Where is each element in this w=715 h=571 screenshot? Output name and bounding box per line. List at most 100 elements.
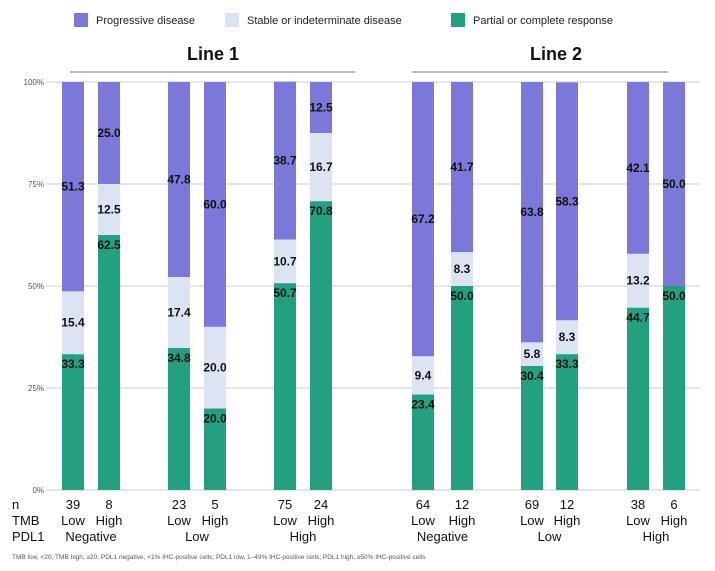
data-label-progressive: 12.5 bbox=[309, 101, 333, 115]
row-header-n: n bbox=[12, 497, 19, 512]
pdl1-value: Low bbox=[538, 529, 562, 544]
bar-segment-response bbox=[204, 408, 226, 490]
bar-segment-response bbox=[451, 286, 473, 490]
bar-segment-stable bbox=[412, 356, 434, 395]
pdl1-value: High bbox=[290, 529, 317, 544]
data-label-stable: 9.4 bbox=[415, 368, 432, 382]
n-value: 75 bbox=[278, 497, 292, 512]
bar-segment-progressive bbox=[62, 82, 84, 292]
data-label-response: 62.5 bbox=[97, 238, 121, 252]
bar-segment-stable bbox=[556, 320, 578, 355]
pdl1-value: Negative bbox=[65, 529, 116, 544]
data-label-response: 50.0 bbox=[450, 289, 474, 303]
row-header-pdl1: PDL1 bbox=[12, 529, 45, 544]
y-tick-label: 50% bbox=[28, 282, 44, 291]
legend-swatch bbox=[74, 13, 88, 27]
group-title: Line 2 bbox=[530, 44, 582, 64]
data-label-progressive: 50.0 bbox=[662, 177, 686, 191]
data-label-stable: 20.0 bbox=[203, 361, 227, 375]
bar-segment-response bbox=[62, 354, 84, 490]
bar-segment-response bbox=[412, 394, 434, 490]
y-tick-label: 0% bbox=[32, 486, 44, 495]
data-label-progressive: 60.0 bbox=[203, 197, 227, 211]
data-label-response: 50.7 bbox=[273, 286, 297, 300]
data-label-response: 70.8 bbox=[309, 204, 333, 218]
tmb-value: High bbox=[308, 513, 335, 528]
bar-segment-progressive bbox=[451, 82, 473, 253]
legend-label: Stable or indeterminate disease bbox=[247, 15, 402, 27]
bar-segment-stable bbox=[627, 253, 649, 308]
bar-segment-progressive bbox=[627, 82, 649, 254]
y-tick-label: 25% bbox=[28, 384, 44, 393]
y-tick-label: 100% bbox=[24, 78, 44, 87]
data-label-response: 23.4 bbox=[411, 398, 435, 412]
data-label-stable: 12.5 bbox=[97, 203, 121, 217]
data-label-progressive: 42.1 bbox=[626, 161, 650, 175]
bar-segment-stable bbox=[62, 291, 84, 355]
data-label-response: 20.0 bbox=[203, 411, 227, 425]
data-label-response: 30.4 bbox=[520, 369, 544, 383]
data-label-progressive: 63.8 bbox=[520, 205, 544, 219]
tmb-value: Low bbox=[61, 513, 85, 528]
data-label-progressive: 38.7 bbox=[273, 154, 297, 168]
legend-label: Progressive disease bbox=[96, 15, 195, 27]
bar-segment-response bbox=[556, 354, 578, 490]
data-label-response: 33.3 bbox=[555, 357, 579, 371]
bar-segment-response bbox=[663, 286, 685, 490]
y-tick-label: 75% bbox=[28, 180, 44, 189]
tmb-value: Low bbox=[520, 513, 544, 528]
bar-segment-progressive bbox=[98, 82, 120, 184]
bar-segment-response bbox=[274, 283, 296, 490]
data-label-stable: 8.3 bbox=[559, 330, 576, 344]
pdl1-value: Negative bbox=[417, 529, 468, 544]
tmb-value: High bbox=[202, 513, 229, 528]
data-label-response: 34.8 bbox=[167, 351, 191, 365]
data-label-stable: 13.2 bbox=[626, 274, 650, 288]
bar-segment-progressive bbox=[168, 82, 190, 278]
data-label-stable: 17.4 bbox=[167, 306, 191, 320]
n-value: 8 bbox=[105, 497, 112, 512]
bar-segment-progressive bbox=[310, 82, 332, 133]
bar-segment-response bbox=[521, 365, 543, 490]
bar-segment-progressive bbox=[412, 82, 434, 357]
bar-segment-stable bbox=[521, 342, 543, 366]
bar-segment-progressive bbox=[663, 82, 685, 286]
legend-swatch bbox=[225, 13, 239, 27]
data-label-progressive: 67.2 bbox=[411, 212, 435, 226]
n-value: 69 bbox=[525, 497, 539, 512]
tmb-value: Low bbox=[411, 513, 435, 528]
bar-segment-response bbox=[168, 348, 190, 490]
data-label-progressive: 47.8 bbox=[167, 173, 191, 187]
bar-segment-stable bbox=[274, 239, 296, 284]
legend-swatch bbox=[451, 13, 465, 27]
n-value: 64 bbox=[416, 497, 430, 512]
bar-segment-progressive bbox=[274, 81, 296, 240]
n-value: 39 bbox=[66, 497, 80, 512]
data-label-stable: 10.7 bbox=[273, 254, 297, 268]
n-value: 12 bbox=[455, 497, 469, 512]
bar-segment-stable bbox=[98, 184, 120, 235]
data-label-stable: 16.7 bbox=[309, 160, 333, 174]
n-value: 6 bbox=[670, 497, 677, 512]
data-label-progressive: 41.7 bbox=[450, 160, 474, 174]
n-value: 23 bbox=[172, 497, 186, 512]
data-label-progressive: 58.3 bbox=[555, 194, 579, 208]
data-label-stable: 8.3 bbox=[454, 262, 471, 276]
bar-segment-response bbox=[98, 235, 120, 490]
tmb-value: High bbox=[449, 513, 476, 528]
data-label-stable: 5.8 bbox=[524, 347, 541, 361]
n-value: 12 bbox=[560, 497, 574, 512]
bar-segment-progressive bbox=[521, 82, 543, 343]
data-label-response: 44.7 bbox=[626, 311, 650, 325]
data-label-response: 33.3 bbox=[61, 357, 85, 371]
group-title: Line 1 bbox=[187, 44, 239, 64]
n-value: 24 bbox=[314, 497, 328, 512]
n-value: 5 bbox=[211, 497, 218, 512]
data-label-response: 50.0 bbox=[662, 289, 686, 303]
data-label-progressive: 25.0 bbox=[97, 126, 121, 140]
bar-segment-stable bbox=[204, 326, 226, 409]
pdl1-value: Low bbox=[185, 529, 209, 544]
bar-segment-stable bbox=[451, 252, 473, 286]
n-value: 38 bbox=[631, 497, 645, 512]
